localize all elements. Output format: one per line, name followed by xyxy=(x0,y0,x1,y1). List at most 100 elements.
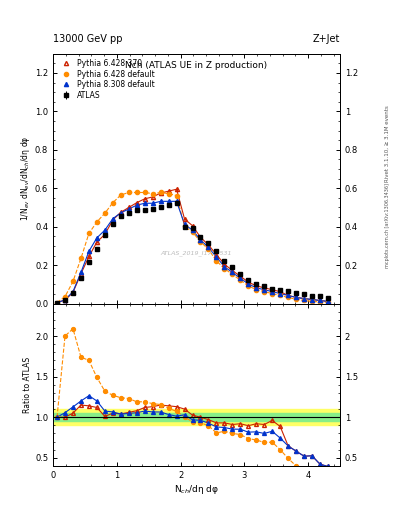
Pythia 6.428 370 xyxy=(103,231,107,238)
Pythia 6.428 default xyxy=(310,298,314,305)
Pythia 8.308 default xyxy=(294,294,298,301)
Pythia 6.428 370 xyxy=(238,273,243,280)
Pythia 8.308 default xyxy=(150,200,155,206)
Pythia 6.428 default xyxy=(286,294,290,301)
Text: Rivet 3.1.10, ≥ 3.1M events: Rivet 3.1.10, ≥ 3.1M events xyxy=(385,105,389,182)
Pythia 8.308 default xyxy=(238,275,243,281)
Pythia 6.428 default xyxy=(182,223,187,229)
Pythia 6.428 default xyxy=(174,193,179,199)
Pythia 6.428 default xyxy=(262,289,266,295)
Bar xyxy=(53,413,340,421)
Pythia 8.308 default xyxy=(214,254,219,260)
Pythia 6.428 370 xyxy=(310,296,314,303)
Pythia 6.428 default xyxy=(86,230,91,237)
Pythia 8.308 default xyxy=(62,297,67,303)
Pythia 6.428 370 xyxy=(278,289,283,295)
Pythia 6.428 default xyxy=(326,300,331,306)
Pythia 6.428 370 xyxy=(134,200,139,206)
Text: Z+Jet: Z+Jet xyxy=(312,33,340,44)
Pythia 6.428 default xyxy=(71,279,75,285)
Legend: Pythia 6.428 370, Pythia 6.428 default, Pythia 8.308 default, ATLAS: Pythia 6.428 370, Pythia 6.428 default, … xyxy=(56,57,157,102)
Pythia 6.428 default xyxy=(190,229,195,235)
Y-axis label: Ratio to ATLAS: Ratio to ATLAS xyxy=(23,357,32,413)
Pythia 6.428 370 xyxy=(142,196,147,202)
Pythia 8.308 default xyxy=(134,202,139,208)
Pythia 8.308 default xyxy=(190,227,195,233)
Pythia 6.428 370 xyxy=(118,209,123,216)
Pythia 8.308 default xyxy=(142,200,147,206)
Pythia 6.428 default xyxy=(254,287,259,293)
Pythia 6.428 default xyxy=(246,283,251,289)
Line: Pythia 8.308 default: Pythia 8.308 default xyxy=(55,199,330,305)
Pythia 8.308 default xyxy=(103,227,107,233)
Pythia 6.428 370 xyxy=(286,292,290,298)
Pythia 6.428 370 xyxy=(86,253,91,260)
Pythia 6.428 370 xyxy=(318,297,322,304)
Pythia 6.428 370 xyxy=(79,271,83,277)
Pythia 6.428 370 xyxy=(174,186,179,193)
Pythia 6.428 default xyxy=(110,200,115,206)
Pythia 6.428 370 xyxy=(270,287,275,293)
Pythia 6.428 370 xyxy=(214,251,219,258)
Pythia 6.428 default xyxy=(79,255,83,262)
Pythia 8.308 default xyxy=(262,287,266,293)
Pythia 6.428 370 xyxy=(95,239,99,245)
Pythia 8.308 default xyxy=(166,198,171,204)
Pythia 6.428 370 xyxy=(166,188,171,194)
Pythia 8.308 default xyxy=(254,285,259,291)
Pythia 6.428 370 xyxy=(127,204,131,210)
Pythia 8.308 default xyxy=(86,248,91,254)
Pythia 6.428 default xyxy=(238,277,243,283)
Pythia 6.428 default xyxy=(62,293,67,300)
Pythia 8.308 default xyxy=(198,237,203,243)
Pythia 6.428 default xyxy=(222,266,227,272)
Pythia 8.308 default xyxy=(222,264,227,270)
Pythia 6.428 default xyxy=(270,290,275,296)
Pythia 8.308 default xyxy=(302,295,307,302)
Text: mcplots.cern.ch [arXiv:1306.3436]: mcplots.cern.ch [arXiv:1306.3436] xyxy=(385,183,389,268)
Pythia 6.428 370 xyxy=(262,285,266,291)
Text: Nch (ATLAS UE in Z production): Nch (ATLAS UE in Z production) xyxy=(125,61,268,70)
Pythia 8.308 default xyxy=(71,289,75,295)
Pythia 8.308 default xyxy=(278,290,283,296)
Pythia 6.428 370 xyxy=(230,267,235,273)
Pythia 6.428 default xyxy=(55,300,59,306)
Pythia 6.428 370 xyxy=(182,216,187,222)
Text: 13000 GeV pp: 13000 GeV pp xyxy=(53,33,123,44)
Pythia 8.308 default xyxy=(95,235,99,241)
Pythia 6.428 default xyxy=(206,246,211,252)
Pythia 6.428 default xyxy=(134,189,139,196)
Pythia 8.308 default xyxy=(55,300,59,306)
Pythia 6.428 370 xyxy=(246,279,251,285)
Y-axis label: 1/N$_{ev}$ dN$_{ev}$/dN$_{ch}$/dη dφ: 1/N$_{ev}$ dN$_{ev}$/dN$_{ch}$/dη dφ xyxy=(19,136,32,221)
Pythia 6.428 default xyxy=(294,296,298,303)
Pythia 6.428 default xyxy=(278,292,283,298)
Pythia 8.308 default xyxy=(230,269,235,275)
Pythia 6.428 370 xyxy=(62,297,67,303)
Pythia 8.308 default xyxy=(182,221,187,227)
Pythia 8.308 default xyxy=(318,297,322,304)
Pythia 6.428 default xyxy=(142,189,147,196)
Pythia 6.428 default xyxy=(103,210,107,216)
Bar xyxy=(53,409,340,425)
Pythia 8.308 default xyxy=(158,198,163,204)
Pythia 8.308 default xyxy=(110,216,115,222)
Pythia 6.428 370 xyxy=(206,242,211,248)
Pythia 6.428 default xyxy=(127,189,131,196)
Pythia 8.308 default xyxy=(127,206,131,212)
Pythia 8.308 default xyxy=(286,292,290,298)
Pythia 6.428 default xyxy=(302,297,307,304)
Pythia 6.428 default xyxy=(214,258,219,264)
Pythia 8.308 default xyxy=(174,198,179,204)
Pythia 8.308 default xyxy=(310,296,314,303)
Pythia 6.428 370 xyxy=(110,217,115,223)
Pythia 8.308 default xyxy=(270,289,275,295)
Pythia 6.428 default xyxy=(318,299,322,305)
Pythia 6.428 370 xyxy=(222,261,227,267)
Pythia 6.428 default xyxy=(198,239,203,245)
Pythia 8.308 default xyxy=(246,281,251,287)
Pythia 6.428 370 xyxy=(71,289,75,295)
Pythia 6.428 370 xyxy=(254,283,259,289)
Pythia 6.428 default xyxy=(95,219,99,225)
Text: ATLAS_2019_I1736531: ATLAS_2019_I1736531 xyxy=(161,251,232,257)
